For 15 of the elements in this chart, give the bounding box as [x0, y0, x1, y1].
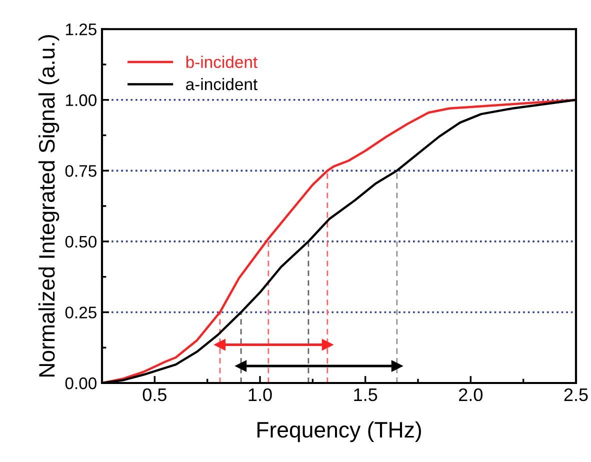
- y-tick-label: 0.75: [65, 165, 96, 177]
- y-axis-title: Normalized Integrated Signal (a.u.): [38, 35, 60, 377]
- legend-label: b-incident: [186, 56, 258, 68]
- y-tick-label: 1.00: [66, 94, 96, 106]
- y-tick-label: 0.50: [65, 236, 96, 248]
- x-tick-label: 2.5: [564, 388, 588, 402]
- x-tick-label: 1.0: [248, 388, 272, 402]
- y-tick-label: 1.25: [66, 24, 96, 36]
- y-tick-label: 0.25: [65, 306, 96, 318]
- x-tick-label: 0.5: [142, 388, 166, 402]
- y-tick-label: 0.00: [65, 377, 96, 390]
- x-tick-label: 2.0: [459, 388, 483, 402]
- x-axis-title: Frequency (THz): [257, 421, 421, 442]
- x-tick-label: 1.5: [354, 388, 378, 402]
- legend-label: a-incident: [186, 78, 258, 90]
